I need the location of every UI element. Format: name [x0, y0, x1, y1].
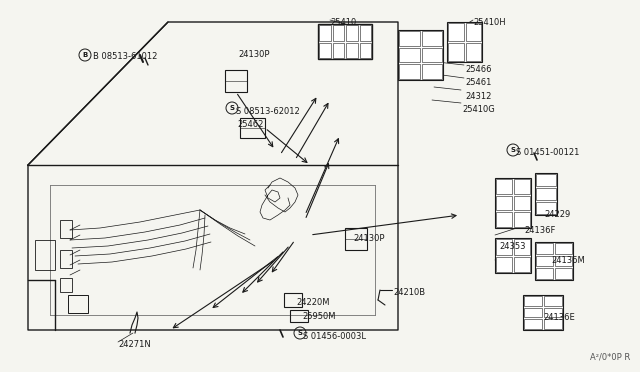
- Text: S 01451-00121: S 01451-00121: [516, 148, 579, 157]
- Text: 24130P: 24130P: [238, 50, 269, 59]
- Text: 24312: 24312: [465, 92, 492, 101]
- Bar: [448, 43, 463, 61]
- Bar: [290, 310, 308, 322]
- Bar: [465, 23, 481, 41]
- Text: S 01456-0003L: S 01456-0003L: [303, 332, 366, 341]
- Bar: [496, 179, 512, 194]
- Text: S: S: [511, 147, 515, 153]
- Bar: [496, 239, 512, 254]
- Bar: [514, 212, 530, 227]
- Bar: [555, 256, 572, 266]
- Text: 24136M: 24136M: [551, 256, 585, 265]
- Bar: [524, 319, 542, 329]
- Bar: [523, 295, 563, 330]
- Bar: [448, 23, 463, 41]
- Bar: [535, 242, 573, 280]
- Bar: [514, 179, 530, 194]
- Text: 25461: 25461: [465, 78, 492, 87]
- Bar: [399, 48, 419, 62]
- Bar: [536, 243, 553, 254]
- Bar: [333, 42, 344, 58]
- Bar: [536, 174, 556, 186]
- Bar: [60, 250, 72, 268]
- Bar: [496, 257, 512, 272]
- Text: 25410: 25410: [330, 18, 356, 27]
- Text: B 08513-61012: B 08513-61012: [93, 52, 157, 61]
- Text: 24210B: 24210B: [393, 288, 425, 297]
- Text: 24136F: 24136F: [524, 226, 556, 235]
- Bar: [495, 178, 531, 228]
- Bar: [68, 295, 88, 313]
- Bar: [422, 64, 442, 79]
- Bar: [447, 22, 482, 62]
- Bar: [422, 48, 442, 62]
- Bar: [465, 43, 481, 61]
- Text: 24271N: 24271N: [118, 340, 151, 349]
- Bar: [399, 64, 419, 79]
- Bar: [496, 196, 512, 210]
- Bar: [524, 308, 542, 317]
- Bar: [514, 196, 530, 210]
- Bar: [60, 278, 72, 292]
- Text: 25410H: 25410H: [473, 18, 506, 27]
- Bar: [399, 31, 419, 46]
- Bar: [555, 268, 572, 279]
- Bar: [555, 243, 572, 254]
- Bar: [360, 42, 371, 58]
- Bar: [544, 319, 562, 329]
- Bar: [536, 202, 556, 214]
- Text: 24136E: 24136E: [543, 313, 575, 322]
- Bar: [544, 296, 562, 306]
- Bar: [536, 188, 556, 200]
- Bar: [319, 25, 330, 41]
- Bar: [346, 25, 358, 41]
- Bar: [536, 256, 553, 266]
- Bar: [524, 296, 542, 306]
- Bar: [284, 293, 302, 307]
- Bar: [536, 268, 553, 279]
- Bar: [60, 220, 72, 238]
- Bar: [496, 212, 512, 227]
- Bar: [422, 31, 442, 46]
- Text: 24229: 24229: [544, 210, 570, 219]
- Bar: [514, 239, 530, 254]
- Bar: [35, 240, 55, 270]
- Text: 25466: 25466: [465, 65, 492, 74]
- Text: 24353: 24353: [499, 242, 525, 251]
- Bar: [346, 42, 358, 58]
- Text: 24130P: 24130P: [353, 234, 385, 243]
- Bar: [240, 118, 265, 138]
- Bar: [495, 238, 531, 273]
- Text: 24220M: 24220M: [296, 298, 330, 307]
- Bar: [535, 173, 557, 215]
- Bar: [225, 70, 247, 92]
- Text: S: S: [298, 330, 303, 336]
- Text: 25462: 25462: [237, 120, 264, 129]
- Text: 25410G: 25410G: [462, 105, 495, 114]
- Bar: [319, 42, 330, 58]
- Text: S: S: [230, 105, 234, 111]
- Text: 25950M: 25950M: [302, 312, 335, 321]
- Bar: [398, 30, 443, 80]
- Bar: [514, 257, 530, 272]
- Bar: [360, 25, 371, 41]
- Text: S 08513-62012: S 08513-62012: [236, 107, 300, 116]
- Bar: [318, 24, 372, 59]
- Text: A²/0*0P R: A²/0*0P R: [589, 353, 630, 362]
- Bar: [333, 25, 344, 41]
- Bar: [345, 228, 367, 250]
- Text: B: B: [83, 52, 88, 58]
- Bar: [544, 308, 562, 317]
